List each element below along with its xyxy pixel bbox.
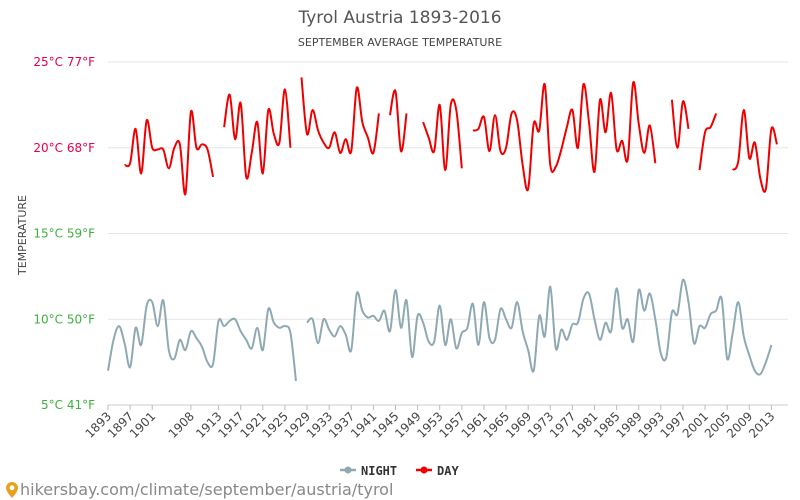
y-tick-label: 15°C 59°F <box>33 227 95 241</box>
chart-title: Tyrol Austria 1893-2016 <box>297 8 501 28</box>
chart-subtitle: SEPTEMBER AVERAGE TEMPERATURE <box>298 36 502 49</box>
day-series <box>124 77 778 196</box>
x-tick-label: 2013 <box>746 409 777 440</box>
y-axis-ticks: 25°C 77°F 20°C 68°F 15°C 59°F 10°C 50°F 5°C … <box>33 55 95 412</box>
day-series-line <box>223 88 292 180</box>
y-axis-title: TEMPERATURE <box>16 195 29 276</box>
legend-night-dot <box>344 466 352 474</box>
legend-day[interactable]: DAY <box>416 464 459 478</box>
day-series-line <box>698 113 718 171</box>
map-pin-icon <box>6 482 18 498</box>
footer-link[interactable]: hikersbay.com/climate/september/austria/… <box>20 480 393 499</box>
legend-night-label: NIGHT <box>361 464 397 478</box>
legend-day-dot <box>420 466 428 474</box>
legend-night[interactable]: NIGHT <box>340 464 397 478</box>
day-series-line <box>670 99 690 149</box>
y-tick-label: 10°C 50°F <box>33 312 95 326</box>
legend[interactable]: NIGHT DAY <box>340 464 459 478</box>
night-series <box>107 278 773 382</box>
y-tick-label: 5°C 41°F <box>41 398 95 412</box>
day-series-line <box>300 77 380 155</box>
day-series-line <box>472 81 657 192</box>
legend-day-label: DAY <box>437 464 459 478</box>
day-series-line <box>731 109 778 193</box>
day-series-line <box>422 98 463 172</box>
day-series-line <box>388 89 408 153</box>
day-series-line <box>124 109 215 196</box>
night-series-line <box>306 278 773 376</box>
x-tick-label: 1908 <box>166 409 197 440</box>
x-tick-label: 1901 <box>127 409 158 440</box>
y-tick-label: 20°C 68°F <box>33 141 95 155</box>
night-series-line <box>107 298 297 382</box>
y-tick-label: 25°C 77°F <box>33 55 95 69</box>
footer[interactable]: hikersbay.com/climate/september/austria/… <box>6 480 393 499</box>
